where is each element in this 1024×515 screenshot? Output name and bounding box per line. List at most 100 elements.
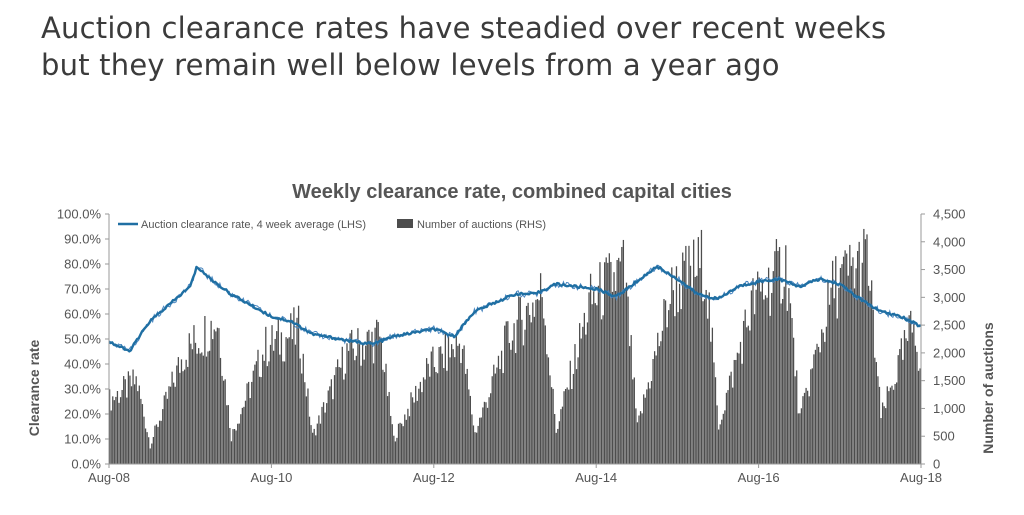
auction-bar — [405, 419, 407, 464]
auction-bar — [404, 414, 406, 464]
auction-bar — [433, 367, 436, 464]
auction-bar — [842, 256, 845, 464]
auction-bar — [724, 410, 726, 464]
auction-bar — [499, 369, 501, 464]
auction-bar — [635, 408, 637, 464]
auction-bar — [525, 305, 528, 464]
auction-bar — [263, 360, 265, 464]
auction-bar — [276, 331, 278, 464]
auction-bar — [791, 318, 793, 464]
auction-bar — [399, 422, 401, 464]
auction-bar — [878, 386, 881, 464]
auction-bar — [696, 275, 698, 464]
auction-bar — [889, 387, 892, 464]
auction-bar — [210, 320, 212, 464]
auction-bar — [326, 403, 328, 464]
auction-bar — [739, 341, 742, 464]
auction-bar — [233, 429, 236, 464]
auction-bar — [785, 245, 787, 464]
auction-bar — [457, 345, 459, 464]
auction-bar — [252, 370, 254, 464]
auction-bar — [436, 373, 439, 464]
auction-bar — [646, 389, 648, 464]
auction-bar — [113, 400, 115, 464]
auction-bar — [685, 245, 687, 464]
auction-bar — [352, 348, 354, 464]
auction-bar — [190, 343, 192, 464]
auction-bar — [347, 350, 350, 464]
auction-bar — [116, 391, 119, 464]
auction-bar — [454, 357, 456, 464]
auction-bar — [472, 425, 475, 464]
auction-bar — [735, 359, 737, 464]
auction-bar — [596, 305, 598, 464]
auction-bar — [588, 292, 590, 464]
auction-bar — [418, 388, 420, 464]
auction-bar — [491, 376, 493, 464]
auction-bar — [224, 379, 226, 464]
auction-bar — [811, 368, 813, 464]
auction-bar — [858, 241, 860, 464]
auction-bar — [132, 369, 134, 464]
auction-bar — [369, 340, 372, 464]
auction-bar — [782, 298, 784, 464]
auction-bar — [393, 435, 395, 464]
auction-bar — [123, 376, 125, 464]
auction-bar — [799, 413, 801, 464]
auction-bar — [327, 390, 329, 464]
auction-bar — [174, 386, 176, 464]
auction-bar — [591, 304, 593, 464]
auction-bar — [354, 360, 356, 464]
y-right-tick-label: 4,000 — [933, 234, 966, 249]
auction-bar — [710, 341, 712, 464]
auction-bar — [600, 319, 603, 464]
auction-bar — [738, 353, 740, 464]
auction-bar — [466, 368, 468, 464]
auction-bar — [814, 349, 817, 464]
auction-bar — [461, 348, 464, 464]
auction-bar — [482, 407, 484, 464]
auction-bar — [185, 359, 187, 464]
auction-bar — [446, 370, 448, 464]
auction-bar — [430, 351, 432, 464]
auction-bar — [483, 401, 486, 464]
auction-bar — [410, 392, 412, 464]
y-right-tick-label: 2,500 — [933, 318, 966, 333]
y-right-tick-label: 0 — [933, 457, 940, 472]
auction-bar — [618, 257, 620, 464]
auction-bar — [500, 350, 503, 464]
auction-bar — [205, 356, 208, 464]
auction-bar — [713, 362, 715, 464]
auction-bar — [836, 318, 838, 464]
auction-bar — [866, 234, 868, 464]
auction-bar — [379, 336, 381, 464]
auction-bar — [285, 337, 287, 464]
y-right-tick-label: 1,000 — [933, 401, 966, 416]
auction-bar — [251, 381, 253, 464]
auction-bar — [187, 366, 189, 464]
auction-bar — [336, 359, 339, 464]
auction-bar — [274, 338, 276, 464]
auction-bar — [322, 402, 325, 464]
auction-bar — [155, 424, 158, 464]
auction-bar — [126, 397, 128, 464]
auction-bar — [703, 299, 706, 464]
auction-bar — [215, 331, 217, 464]
auction-bar — [165, 391, 167, 464]
auction-bar — [824, 341, 826, 464]
auction-bar — [919, 368, 921, 464]
auction-bar — [207, 351, 209, 464]
auction-bar — [241, 407, 244, 464]
auction-bar — [910, 310, 912, 464]
auction-bar — [563, 391, 565, 464]
auction-bar — [802, 396, 804, 464]
auction-bar — [148, 437, 150, 464]
auction-bar — [343, 379, 345, 464]
auction-bar — [763, 299, 765, 464]
auction-bar — [294, 344, 297, 464]
auction-bar — [504, 325, 506, 464]
auction-bar — [718, 429, 720, 464]
auction-bar — [191, 349, 194, 464]
auction-bar — [896, 382, 898, 464]
x-tick-label: Aug-18 — [900, 470, 942, 485]
